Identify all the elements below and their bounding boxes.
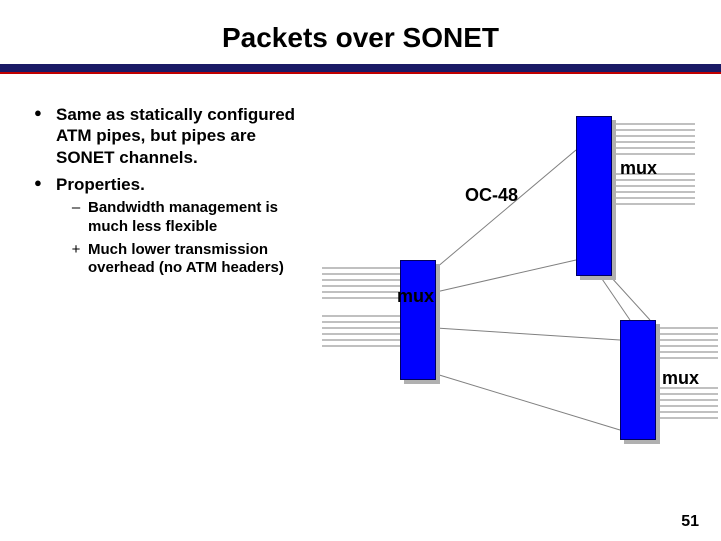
- bullet-item: Properties. – Bandwidth management is mu…: [34, 174, 314, 278]
- title-divider: [0, 64, 721, 74]
- divider-red: [0, 72, 721, 74]
- mux-label: mux: [397, 286, 434, 307]
- slide-content: Same as statically configured ATM pipes,…: [0, 90, 721, 541]
- mux-box: [620, 320, 656, 440]
- diagram-lines: [300, 90, 720, 510]
- sub-bullet-item: – Bandwidth management is much less flex…: [68, 199, 314, 237]
- sub-bullet-mark: +: [68, 241, 84, 260]
- bullet-item: Same as statically configured ATM pipes,…: [34, 104, 314, 168]
- sub-bullet-mark: –: [68, 199, 84, 218]
- network-diagram: mux mux mux OC-48: [300, 90, 720, 510]
- sub-bullet-text: Bandwidth management is much less flexib…: [88, 199, 278, 235]
- page-number: 51: [681, 513, 699, 531]
- sub-bullet-text: Much lower transmission overhead (no ATM…: [88, 241, 284, 277]
- divider-navy: [0, 64, 721, 72]
- bullet-text: Same as statically configured ATM pipes,…: [56, 105, 295, 167]
- mux-box: [400, 260, 436, 380]
- bullet-list: Same as statically configured ATM pipes,…: [34, 104, 314, 284]
- sub-bullet-item: + Much lower transmission overhead (no A…: [68, 241, 314, 279]
- mux-box: [576, 116, 612, 276]
- mux-label: mux: [662, 368, 699, 389]
- bullet-text: Properties.: [56, 175, 145, 194]
- mux-label: mux: [620, 158, 657, 179]
- link-label: OC-48: [465, 185, 518, 206]
- slide-title: Packets over SONET: [0, 0, 721, 64]
